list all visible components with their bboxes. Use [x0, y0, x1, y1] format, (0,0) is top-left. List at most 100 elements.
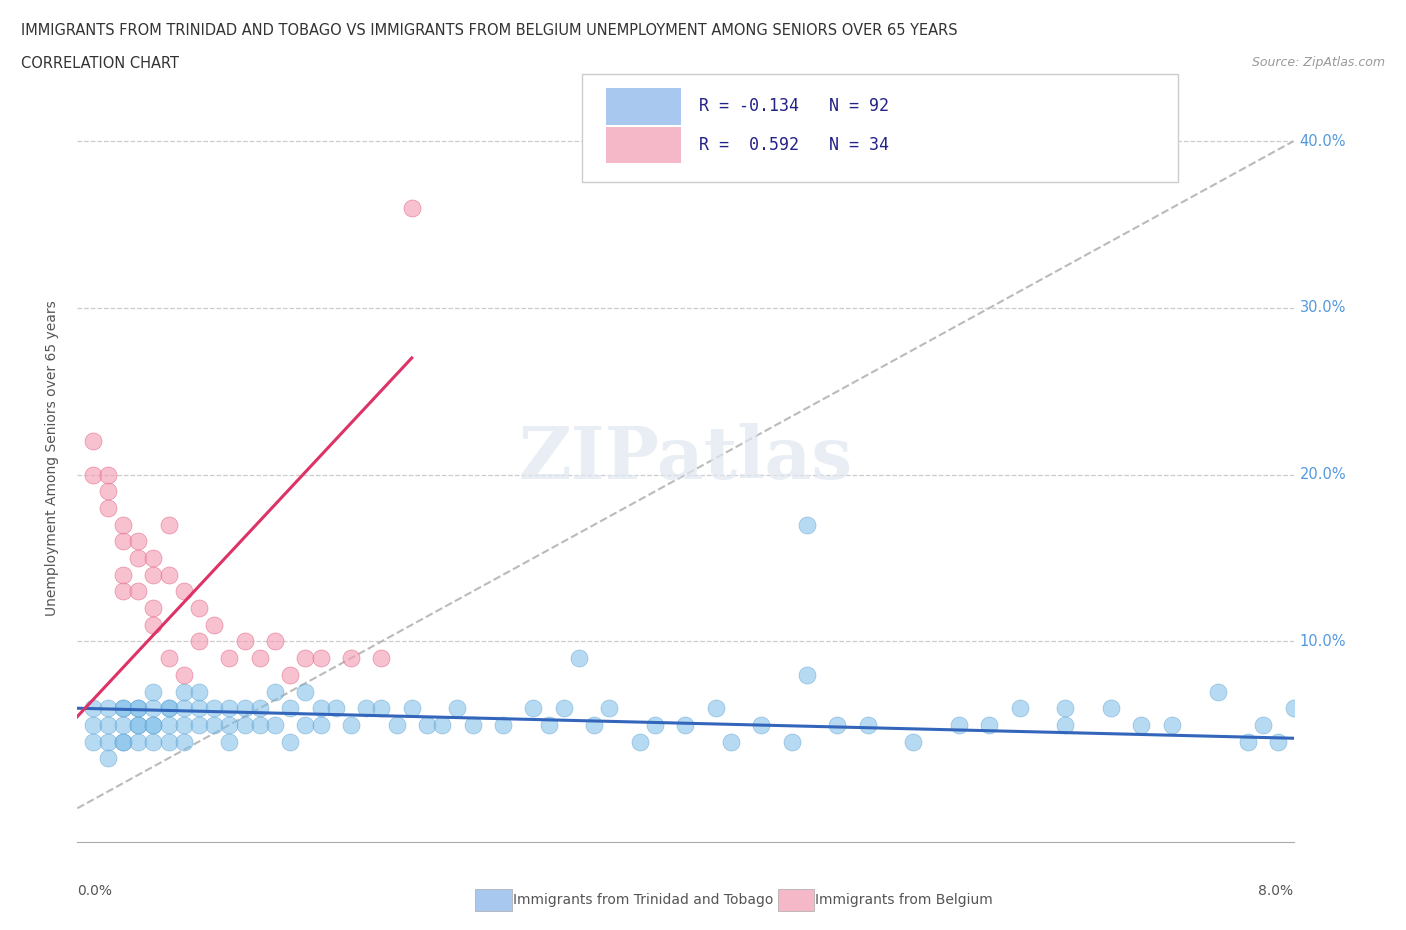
Point [1282, 701, 1305, 716]
Point [157, 567, 180, 582]
Point [233, 634, 256, 649]
Point [142, 601, 165, 616]
Point [1206, 684, 1229, 699]
Point [294, 717, 316, 732]
Point [401, 200, 423, 215]
Point [583, 717, 606, 732]
Point [111, 517, 134, 532]
Point [97, 467, 120, 482]
Point [142, 618, 165, 632]
Point [751, 717, 773, 732]
Point [1054, 701, 1077, 716]
Point [97, 717, 120, 732]
Text: ZIPatlas: ZIPatlas [519, 422, 852, 494]
Point [173, 668, 195, 683]
Point [249, 701, 271, 716]
Point [249, 651, 271, 666]
Point [111, 701, 134, 716]
Point [537, 717, 560, 732]
Point [492, 717, 515, 732]
Point [1054, 717, 1077, 732]
Point [111, 734, 134, 749]
Point [111, 567, 134, 582]
Point [278, 668, 301, 683]
Point [461, 717, 484, 732]
Point [188, 634, 211, 649]
Point [127, 701, 149, 716]
Text: 30.0%: 30.0% [1299, 300, 1346, 315]
Point [157, 734, 180, 749]
Point [173, 701, 195, 716]
Point [294, 684, 316, 699]
Point [720, 734, 742, 749]
Point [142, 701, 165, 716]
Point [796, 517, 818, 532]
Point [97, 500, 120, 515]
Text: R = -0.134   N = 92: R = -0.134 N = 92 [699, 97, 889, 115]
Point [294, 651, 316, 666]
Point [157, 651, 180, 666]
Point [218, 717, 240, 732]
Point [401, 701, 423, 716]
Point [568, 651, 591, 666]
Point [446, 701, 468, 716]
Text: Immigrants from Trinidad and Tobago: Immigrants from Trinidad and Tobago [513, 893, 773, 908]
Point [979, 717, 1001, 732]
Point [553, 701, 575, 716]
Point [1237, 734, 1260, 749]
Text: 8.0%: 8.0% [1258, 884, 1294, 897]
Point [218, 651, 240, 666]
Text: CORRELATION CHART: CORRELATION CHART [21, 56, 179, 71]
Point [142, 734, 165, 749]
Point [142, 567, 165, 582]
Point [142, 717, 165, 732]
Point [370, 701, 392, 716]
Point [948, 717, 970, 732]
Point [97, 734, 120, 749]
Point [264, 717, 287, 732]
Point [264, 684, 287, 699]
Point [111, 717, 134, 732]
Point [111, 701, 134, 716]
Point [82, 434, 104, 449]
Point [1008, 701, 1031, 716]
Text: 10.0%: 10.0% [1299, 634, 1346, 649]
Point [1130, 717, 1153, 732]
Point [309, 717, 332, 732]
Point [97, 751, 120, 765]
Point [340, 717, 363, 732]
Point [202, 717, 225, 732]
Point [264, 634, 287, 649]
Point [127, 551, 149, 565]
Point [97, 484, 120, 498]
Point [127, 534, 149, 549]
Point [127, 717, 149, 732]
Point [188, 601, 211, 616]
FancyBboxPatch shape [606, 126, 681, 164]
Point [157, 701, 180, 716]
Point [233, 717, 256, 732]
Point [157, 701, 180, 716]
Point [1099, 701, 1122, 716]
Text: 0.0%: 0.0% [77, 884, 112, 897]
Point [278, 734, 301, 749]
Point [827, 717, 849, 732]
Point [188, 684, 211, 699]
Point [142, 717, 165, 732]
Point [416, 717, 439, 732]
Point [278, 701, 301, 716]
Point [111, 584, 134, 599]
Text: IMMIGRANTS FROM TRINIDAD AND TOBAGO VS IMMIGRANTS FROM BELGIUM UNEMPLOYMENT AMON: IMMIGRANTS FROM TRINIDAD AND TOBAGO VS I… [21, 23, 957, 38]
Point [173, 584, 195, 599]
Point [127, 584, 149, 599]
Point [628, 734, 651, 749]
Point [157, 517, 180, 532]
Point [142, 551, 165, 565]
Point [370, 651, 392, 666]
Point [340, 651, 363, 666]
Point [1251, 717, 1274, 732]
Point [157, 717, 180, 732]
Point [354, 701, 377, 716]
Text: Source: ZipAtlas.com: Source: ZipAtlas.com [1251, 56, 1385, 69]
Point [111, 534, 134, 549]
